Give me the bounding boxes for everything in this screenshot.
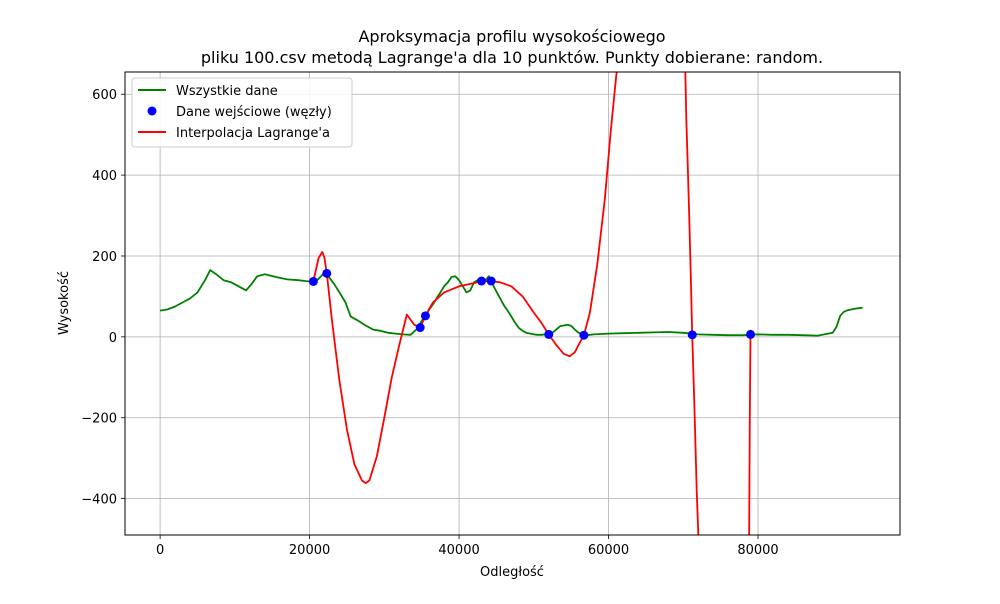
node-point [687,330,697,340]
x-tick-label: 40000 [438,543,479,558]
node-point [420,311,430,321]
legend-label-all-data: Wszystkie dane [176,84,278,99]
legend-label-interpolation: Interpolacja Lagrange'a [176,126,330,141]
node-point [308,276,318,286]
x-tick-label: 60000 [588,543,629,558]
x-tick-label: 80000 [737,543,778,558]
node-point [544,329,554,339]
y-tick-label: 400 [92,169,117,184]
plot-frame [124,71,901,536]
y-tick-label: −200 [81,412,117,427]
y-tick-label: 600 [92,88,117,103]
y-axis-label: Wysokość [57,271,72,335]
x-tick-label: 0 [156,543,164,558]
node-point [476,276,486,286]
node-point [746,329,756,339]
axis-ticks: 0 20000 40000 60000 80000 −400 −200 0 200 400 600 [81,88,778,558]
legend: Wszystkie dane Dane wejściowe (węzły) In… [131,77,353,148]
y-tick-label: 200 [92,250,117,265]
y-tick-label: −400 [81,493,117,508]
chart-title-line2: pliku 100.csv metodą Lagrange'a dla 10 p… [201,48,823,67]
node-point [486,276,496,286]
y-tick-label: 0 [109,331,117,346]
x-tick-label: 20000 [289,543,330,558]
legend-swatch-nodes [147,106,157,116]
node-point [322,268,332,278]
node-point [579,330,589,340]
node-point [415,323,425,333]
series-interpolation-line [312,72,752,535]
legend-label-nodes: Dane wejściowe (węzły) [176,105,332,120]
grid [125,72,900,535]
x-axis-label: Odległość [480,565,544,580]
chart-title-line1: Aproksymacja profilu wysokościowego [358,27,665,46]
plot-series [159,72,863,535]
legend-box [131,77,353,148]
